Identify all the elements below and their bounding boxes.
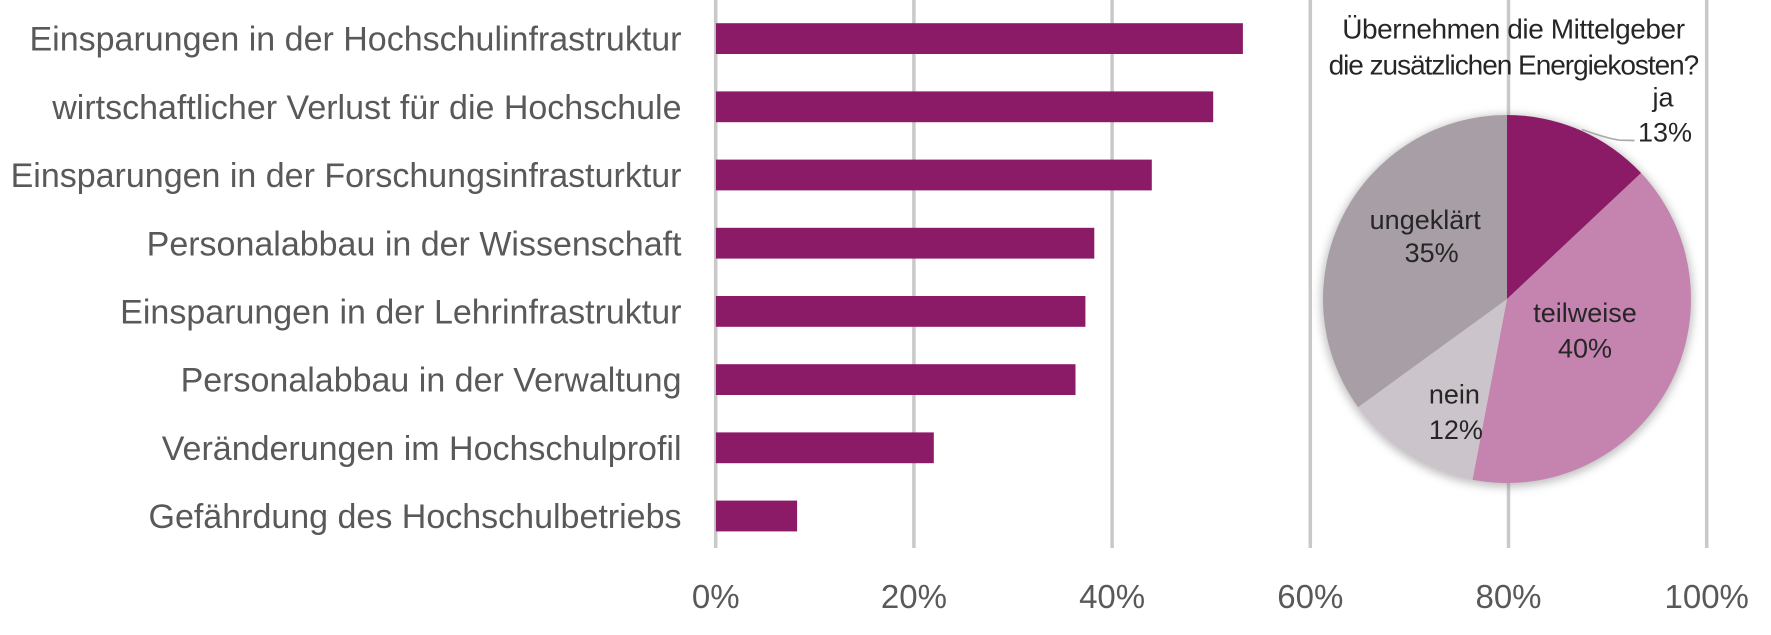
svg-text:nein: nein — [1429, 380, 1480, 410]
svg-text:Einsparungen in der Hochschuli: Einsparungen in der Hochschulinfrastrukt… — [29, 21, 681, 59]
svg-text:Übernehmen die Mittelgeber: Übernehmen die Mittelgeber — [1342, 14, 1684, 45]
svg-text:60%: 60% — [1277, 578, 1343, 615]
svg-text:35%: 35% — [1405, 238, 1459, 268]
svg-text:Einsparungen in der Forschungs: Einsparungen in der Forschungsinfrasturk… — [11, 157, 682, 195]
svg-text:ungeklärt: ungeklärt — [1370, 205, 1482, 235]
svg-text:Personalabbau in der Verwaltun: Personalabbau in der Verwaltung — [181, 362, 682, 400]
svg-text:Gefährdung des Hochschulbetrie: Gefährdung des Hochschulbetriebs — [149, 498, 682, 536]
svg-text:40%: 40% — [1558, 333, 1612, 363]
svg-text:Personalabbau in der Wissensch: Personalabbau in der Wissenschaft — [147, 225, 682, 263]
svg-text:80%: 80% — [1475, 578, 1541, 615]
svg-text:12%: 12% — [1429, 415, 1483, 445]
svg-text:die zusätzlichen Energiekosten: die zusätzlichen Energiekosten? — [1329, 50, 1699, 81]
svg-text:Einsparungen in der Lehrinfras: Einsparungen in der Lehrinfrastruktur — [120, 294, 681, 332]
svg-text:ja: ja — [1651, 82, 1674, 112]
svg-text:0%: 0% — [692, 578, 740, 615]
svg-text:Veränderungen im Hochschulprof: Veränderungen im Hochschulprofil — [162, 430, 682, 468]
svg-text:13%: 13% — [1638, 118, 1692, 148]
svg-text:wirtschaftlicher Verlust für d: wirtschaftlicher Verlust für die Hochsch… — [51, 89, 681, 127]
svg-text:teilweise: teilweise — [1533, 298, 1637, 328]
svg-text:100%: 100% — [1664, 578, 1748, 615]
svg-text:20%: 20% — [881, 578, 947, 615]
svg-text:40%: 40% — [1079, 578, 1145, 615]
